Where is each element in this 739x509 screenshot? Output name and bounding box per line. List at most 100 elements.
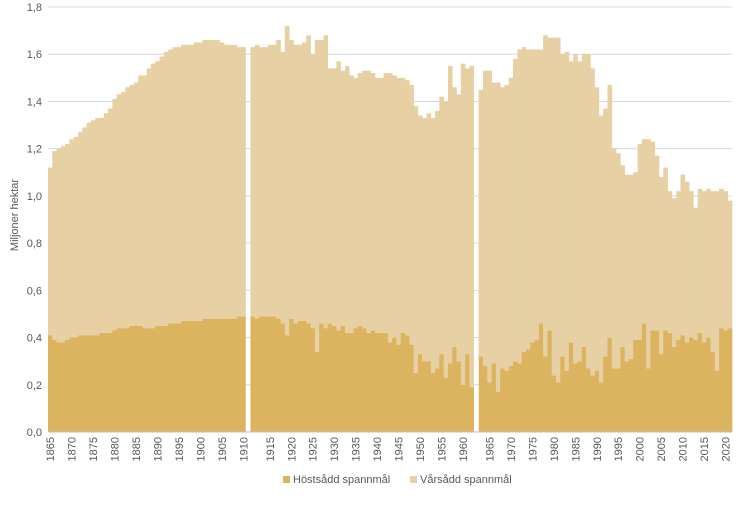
bar-varsadd (90, 120, 96, 336)
bar-varsadd (60, 146, 66, 343)
bar-varsadd (439, 96, 444, 355)
bar-hostsadd (491, 363, 497, 432)
x-tick-label: 1975 (527, 437, 539, 461)
bar-hostsadd (727, 328, 733, 432)
bar-varsadd (654, 155, 660, 331)
bar-varsadd (417, 115, 423, 355)
bar-varsadd (202, 40, 208, 319)
bar-hostsadd (443, 377, 449, 432)
bar-hostsadd (125, 328, 130, 432)
bar-hostsadd (495, 391, 501, 432)
x-tick-label: 1995 (613, 437, 625, 461)
bar-varsadd (254, 44, 260, 319)
bar-hostsadd (349, 332, 354, 432)
bar-varsadd (727, 200, 733, 329)
bar-hostsadd (426, 361, 432, 432)
bar-hostsadd (344, 332, 350, 432)
y-tick-label: 1,2 (27, 144, 42, 156)
bar-varsadd (693, 207, 698, 340)
bar-hostsadd (95, 335, 100, 432)
y-tick-label: 1,4 (27, 96, 42, 108)
x-tick-label: 1900 (195, 437, 207, 461)
x-tick-label: 1980 (549, 437, 561, 461)
bar-hostsadd (581, 347, 587, 432)
bar-hostsadd (719, 328, 724, 432)
bar-varsadd (319, 40, 324, 324)
bar-varsadd (349, 75, 354, 333)
bar-varsadd (611, 148, 617, 369)
bar-hostsadd (319, 323, 324, 432)
bar-varsadd (276, 40, 281, 319)
bar-hostsadd (48, 335, 53, 432)
x-tick-label: 1890 (152, 437, 164, 461)
bar-hostsadd (577, 361, 583, 432)
x-tick-label: 1930 (329, 437, 341, 461)
bar-hostsadd (276, 318, 281, 432)
bar-hostsadd (508, 365, 514, 432)
bar-hostsadd (452, 347, 457, 432)
y-tick-label: 0,6 (27, 285, 42, 297)
bar-varsadd (142, 75, 148, 329)
bar-varsadd (633, 172, 638, 340)
bar-varsadd (491, 82, 497, 364)
bar-varsadd (82, 127, 87, 336)
bar-hostsadd (259, 316, 264, 432)
bar-hostsadd (594, 370, 600, 432)
bar-varsadd (650, 141, 656, 331)
bar-varsadd (586, 54, 591, 369)
bar-varsadd (534, 49, 540, 340)
bar-hostsadd (598, 382, 604, 432)
bar-hostsadd (667, 332, 673, 432)
bar-varsadd (48, 167, 53, 336)
x-tick-label: 1895 (174, 437, 186, 461)
bar-varsadd (366, 70, 371, 333)
bar-varsadd (383, 73, 389, 333)
bar-varsadd (108, 108, 113, 333)
bar-hostsadd (710, 351, 716, 432)
bar-hostsadd (456, 361, 462, 432)
bar-varsadd (495, 82, 501, 392)
bar-varsadd (624, 174, 630, 362)
x-tick-label: 1945 (394, 437, 406, 461)
y-tick-label: 0,0 (27, 427, 42, 439)
bar-varsadd (676, 191, 681, 340)
bar-varsadd (78, 132, 83, 336)
bar-varsadd (95, 117, 100, 336)
bar-hostsadd (232, 318, 238, 432)
bar-varsadd (138, 75, 143, 326)
bar-varsadd (129, 84, 135, 326)
bar-hostsadd (327, 323, 333, 432)
bar-varsadd (719, 188, 724, 329)
legend-label-var: Vårsådd spannmål (420, 474, 512, 486)
bar-hostsadd (392, 337, 397, 432)
bar-hostsadd (366, 332, 371, 432)
bar-hostsadd (413, 372, 419, 432)
bar-varsadd (500, 87, 505, 369)
bar-varsadd (99, 117, 105, 333)
bar-hostsadd (714, 370, 720, 432)
bar-varsadd (543, 35, 548, 357)
bar-varsadd (259, 47, 264, 317)
bar-hostsadd (224, 318, 229, 432)
bar-hostsadd (293, 323, 299, 432)
bar-varsadd (568, 61, 574, 343)
bar-varsadd (374, 77, 380, 333)
bar-varsadd (667, 191, 673, 333)
bar-varsadd (714, 191, 720, 371)
x-tick-label: 1985 (570, 437, 582, 461)
bar-varsadd (513, 58, 518, 362)
bar-varsadd (577, 61, 583, 362)
bar-varsadd (443, 101, 449, 378)
bar-hostsadd (447, 363, 453, 432)
bars (48, 25, 733, 432)
y-tick-label: 0,8 (27, 238, 42, 250)
bar-varsadd (701, 191, 707, 343)
x-tick-label: 1925 (308, 437, 320, 461)
bar-hostsadd (430, 372, 436, 432)
y-axis-title: Miljoner hektar (9, 179, 21, 251)
bar-varsadd (508, 77, 514, 366)
bar-hostsadd (69, 337, 75, 432)
bar-hostsadd (607, 337, 613, 432)
x-tick-label: 1960 (458, 437, 470, 461)
